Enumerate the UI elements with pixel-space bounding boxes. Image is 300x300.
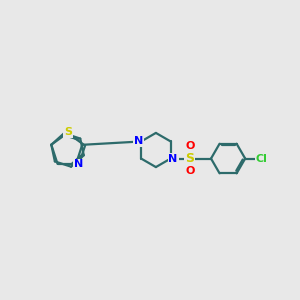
- Text: O: O: [185, 166, 194, 176]
- Text: S: S: [64, 127, 72, 137]
- Text: S: S: [185, 152, 194, 165]
- Text: N: N: [134, 136, 143, 146]
- Text: N: N: [168, 154, 178, 164]
- Text: N: N: [74, 159, 83, 170]
- Text: O: O: [185, 142, 194, 152]
- Text: Cl: Cl: [256, 154, 268, 164]
